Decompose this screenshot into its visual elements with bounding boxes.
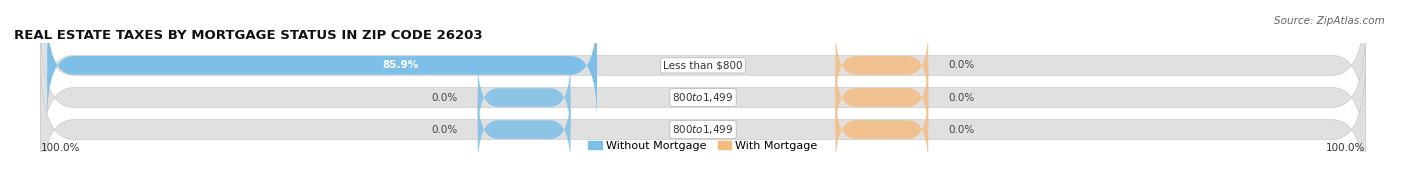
FancyBboxPatch shape [41,59,1365,195]
FancyBboxPatch shape [478,59,571,136]
Text: 100.0%: 100.0% [41,143,80,153]
Text: Source: ZipAtlas.com: Source: ZipAtlas.com [1274,16,1385,26]
Text: 0.0%: 0.0% [432,125,458,135]
Text: REAL ESTATE TAXES BY MORTGAGE STATUS IN ZIP CODE 26203: REAL ESTATE TAXES BY MORTGAGE STATUS IN … [14,29,482,42]
Text: 0.0%: 0.0% [432,92,458,103]
Text: $800 to $1,499: $800 to $1,499 [672,123,734,136]
Legend: Without Mortgage, With Mortgage: Without Mortgage, With Mortgage [583,136,823,155]
Text: 0.0%: 0.0% [948,60,974,70]
FancyBboxPatch shape [41,27,1365,168]
FancyBboxPatch shape [41,0,1365,136]
Text: 0.0%: 0.0% [948,92,974,103]
Text: 85.9%: 85.9% [382,60,418,70]
Text: Less than $800: Less than $800 [664,60,742,70]
FancyBboxPatch shape [48,11,598,120]
FancyBboxPatch shape [478,91,571,168]
Text: $800 to $1,499: $800 to $1,499 [672,91,734,104]
FancyBboxPatch shape [835,27,928,104]
Text: 0.0%: 0.0% [948,125,974,135]
FancyBboxPatch shape [835,59,928,136]
FancyBboxPatch shape [835,91,928,168]
Text: 100.0%: 100.0% [1326,143,1365,153]
